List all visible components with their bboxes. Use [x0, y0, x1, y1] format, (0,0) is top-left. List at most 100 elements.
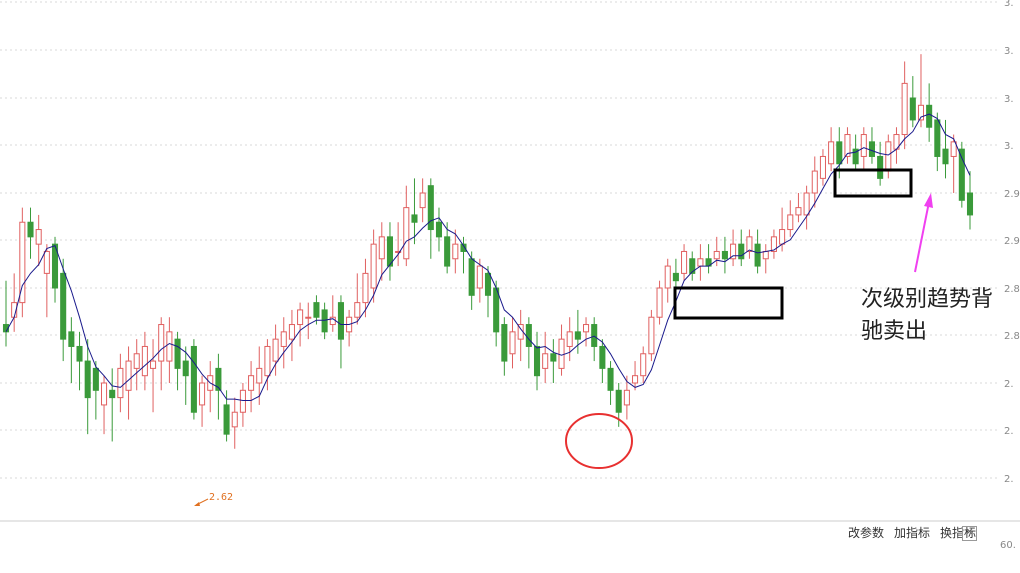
- candle-body: [860, 134, 867, 157]
- candle-body: [542, 353, 549, 369]
- candle-body: [272, 338, 279, 362]
- candle: [337, 295, 344, 369]
- candle: [542, 331, 549, 383]
- candle: [19, 207, 26, 318]
- candles: [2, 54, 974, 449]
- candle: [901, 61, 908, 150]
- candle-body: [493, 287, 500, 333]
- candle-body: [574, 331, 581, 340]
- candle-body: [256, 367, 263, 384]
- candle-body: [509, 331, 516, 355]
- candle-body: [689, 258, 696, 274]
- candle-body: [411, 214, 418, 223]
- candle: [35, 214, 42, 267]
- candle-body: [648, 316, 655, 355]
- candle: [811, 156, 818, 208]
- candle-body: [305, 316, 312, 319]
- candle-body: [746, 236, 753, 252]
- candle: [852, 134, 859, 172]
- candle: [435, 207, 443, 252]
- candle-body: [828, 141, 835, 165]
- switch-indicator-button[interactable]: 换指标: [939, 526, 976, 540]
- candle-body: [248, 375, 255, 391]
- candle-body: [468, 258, 475, 296]
- candle-body: [386, 236, 393, 267]
- candle: [158, 317, 165, 391]
- candle-body: [150, 360, 157, 369]
- edit-params-button[interactable]: 改参数: [847, 526, 884, 540]
- candle-body: [770, 236, 777, 252]
- candle: [599, 339, 606, 383]
- candle: [795, 193, 802, 223]
- candle-body: [313, 302, 320, 318]
- candle-body: [403, 207, 410, 260]
- candle-body: [419, 192, 426, 209]
- candle: [909, 76, 916, 128]
- candle: [623, 375, 630, 420]
- candle-body: [321, 309, 328, 333]
- low-price-marker: 2.62: [194, 492, 233, 506]
- candle-body: [852, 148, 859, 165]
- indicator-toolbar: 改参数 加指标 换指标: [848, 524, 976, 541]
- candle-body: [615, 389, 622, 413]
- candle: [452, 229, 459, 274]
- add-indicator-button[interactable]: 加指标: [893, 526, 930, 540]
- candle-body: [215, 367, 222, 391]
- candle-body: [779, 229, 786, 245]
- candle: [101, 375, 108, 435]
- candle-body: [484, 272, 492, 296]
- candle: [68, 317, 75, 383]
- candle: [84, 339, 91, 435]
- candle: [787, 200, 794, 237]
- candle: [803, 185, 810, 230]
- candle-body: [190, 345, 197, 413]
- candle-body: [125, 360, 132, 391]
- candle: [574, 309, 581, 354]
- candle-body: [917, 104, 925, 121]
- candle: [607, 361, 614, 405]
- candle: [942, 119, 949, 179]
- candle: [60, 258, 67, 362]
- candle: [51, 236, 59, 303]
- candle-body: [223, 404, 230, 435]
- candle: [640, 346, 647, 383]
- candle: [248, 361, 255, 413]
- candle-body: [68, 331, 75, 347]
- candle-body: [550, 353, 557, 362]
- candle: [411, 178, 418, 245]
- candle: [591, 317, 598, 362]
- candle: [484, 266, 492, 318]
- candle-body: [926, 104, 933, 128]
- y-tick-label: 2.: [1004, 474, 1014, 485]
- candle: [133, 339, 140, 391]
- candle: [125, 346, 132, 420]
- candle: [215, 353, 222, 420]
- candle: [730, 229, 737, 267]
- y-tick-label: 2.8: [1004, 284, 1020, 295]
- candle: [280, 317, 287, 369]
- candle-body: [836, 141, 843, 165]
- candle: [632, 361, 639, 391]
- annotation-line-2: 驰卖出: [861, 319, 927, 344]
- candle: [721, 236, 728, 274]
- close-indicator-button[interactable]: ✕: [962, 526, 977, 541]
- consolidation-box-1: [673, 286, 784, 320]
- candle-body: [435, 221, 443, 238]
- candle-body: [819, 155, 826, 179]
- candle: [860, 127, 867, 172]
- candle: [950, 134, 957, 193]
- candle: [378, 222, 385, 281]
- candle-body: [84, 360, 91, 399]
- candle-body: [174, 338, 181, 369]
- candle-body: [566, 331, 573, 347]
- candle-body: [452, 243, 459, 260]
- candle: [517, 309, 524, 362]
- candle: [566, 317, 573, 362]
- candle-body: [795, 207, 802, 216]
- candle-body: [958, 148, 965, 201]
- candle: [190, 339, 197, 420]
- candle: [966, 171, 974, 230]
- candle-body: [395, 250, 402, 253]
- y-tick-label: 3.: [1004, 141, 1014, 152]
- candle: [11, 273, 18, 332]
